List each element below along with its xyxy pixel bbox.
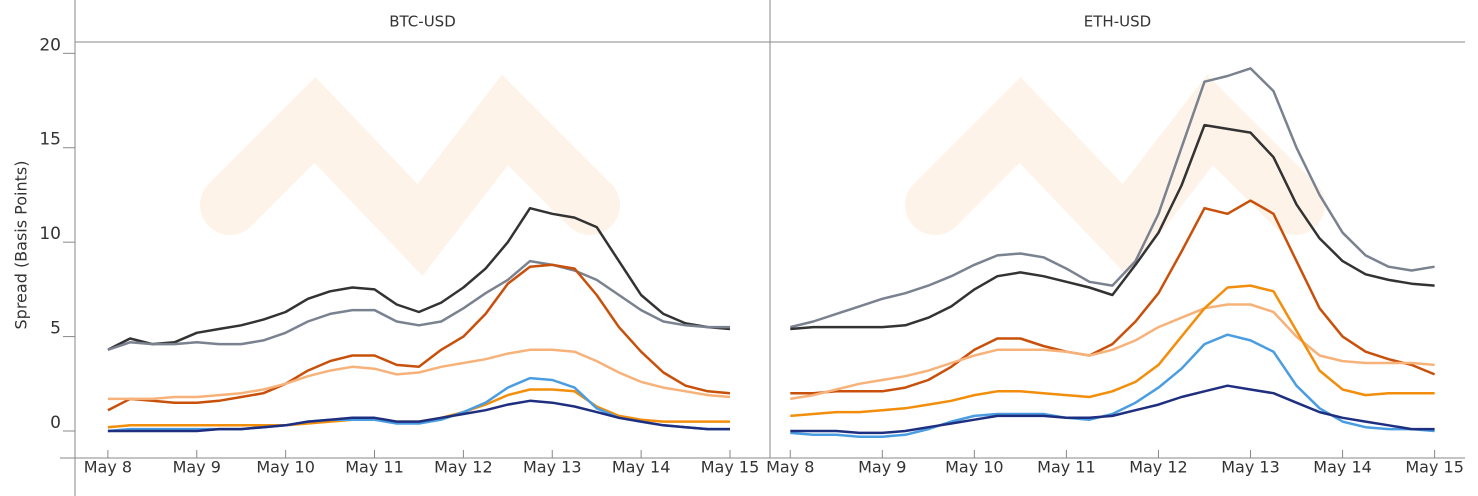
series-line [790,303,1435,401]
y-tick-label: 20 [39,35,61,55]
x-tick-label: May 13 [523,458,582,477]
series-line [790,123,1435,331]
y-tick-label: 0 [50,413,61,433]
x-tick-label: May 11 [1037,458,1096,477]
x-tick-label: May 14 [1313,458,1372,477]
series-line [107,376,730,433]
series-line [790,67,1435,329]
series-line [107,263,731,412]
x-tick-label: May 9 [858,458,906,477]
panel-title: ETH-USD [1084,13,1151,31]
x-tick-label: May 15 [701,458,760,477]
y-tick-label: 5 [50,319,61,339]
watermark [200,74,1325,276]
x-tick-label: May 8 [84,458,132,477]
x-tick-label: May 9 [173,458,221,477]
series-line [790,384,1435,435]
panel-title: BTC-USD [389,13,456,31]
x-tick-label: May 8 [766,458,814,477]
x-tick-label: May 14 [612,458,671,477]
series-line [790,284,1435,418]
y-tick-label: 10 [39,224,61,244]
y-axis-title: Spread (Basis Points) [12,161,31,330]
x-tick-label: May 15 [1405,458,1464,477]
x-tick-label: May 11 [345,458,404,477]
series-line [790,199,1436,395]
series-line [107,206,731,351]
series-line [107,348,731,401]
x-tick-label: May 12 [434,458,493,477]
x-tick-label: May 10 [945,458,1004,477]
x-tick-label: May 10 [256,458,315,477]
x-tick-label: May 13 [1221,458,1280,477]
series-line [107,399,730,433]
series-line [107,259,730,351]
y-tick-label: 15 [39,130,61,150]
x-tick-label: May 12 [1129,458,1188,477]
